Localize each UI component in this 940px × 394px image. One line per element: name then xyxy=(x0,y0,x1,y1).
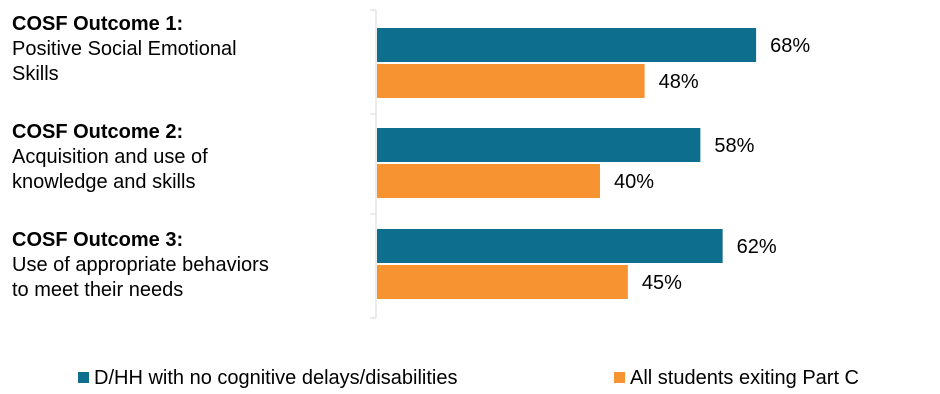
category-description-line: Use of appropriate behaviors xyxy=(12,254,269,276)
legend: D/HH with no cognitive delays/disabiliti… xyxy=(0,366,940,394)
data-label-all-students-outcome-1: 48% xyxy=(659,71,699,93)
bar-chart: 68% 58% 62% 48% 40% 45% xyxy=(370,9,810,319)
category-title: COSF Outcome 2: xyxy=(12,121,184,143)
category-label-outcome-3: COSF Outcome 3: Use of appropriate behav… xyxy=(12,228,269,303)
bar-dhh-outcome-3 xyxy=(377,229,723,263)
category-title: COSF Outcome 1: xyxy=(12,13,184,35)
category-label-outcome-1: COSF Outcome 1: Positive Social Emotiona… xyxy=(12,12,237,87)
legend-item-dhh: D/HH with no cognitive delays/disabiliti… xyxy=(78,366,458,390)
data-label-dhh-outcome-1: 68% xyxy=(770,35,810,57)
category-description-line: Positive Social Emotional xyxy=(12,38,237,60)
bar-all-students-outcome-3 xyxy=(377,265,628,299)
legend-label-dhh: D/HH with no cognitive delays/disabiliti… xyxy=(94,367,458,389)
bar-all-students-outcome-2 xyxy=(377,164,600,198)
category-title: COSF Outcome 3: xyxy=(12,229,184,251)
data-label-dhh-outcome-3: 62% xyxy=(737,236,777,258)
bar-all-students-outcome-1 xyxy=(377,64,645,98)
category-description-line: Acquisition and use of xyxy=(12,146,208,168)
legend-swatch-dhh xyxy=(78,372,89,383)
bar-dhh-outcome-2 xyxy=(377,128,701,162)
category-description-line: Skills xyxy=(12,63,59,85)
data-label-all-students-outcome-3: 45% xyxy=(642,272,682,294)
legend-item-all-students: All students exiting Part C xyxy=(614,366,859,390)
category-description-line: to meet their needs xyxy=(12,279,184,301)
bar-dhh-outcome-1 xyxy=(377,28,757,62)
legend-swatch-all-students xyxy=(614,372,625,383)
data-label-all-students-outcome-2: 40% xyxy=(614,171,654,193)
category-description-line: knowledge and skills xyxy=(12,171,196,193)
legend-label-all-students: All students exiting Part C xyxy=(630,367,859,389)
data-label-dhh-outcome-2: 58% xyxy=(714,135,754,157)
category-label-outcome-2: COSF Outcome 2: Acquisition and use of k… xyxy=(12,120,208,195)
